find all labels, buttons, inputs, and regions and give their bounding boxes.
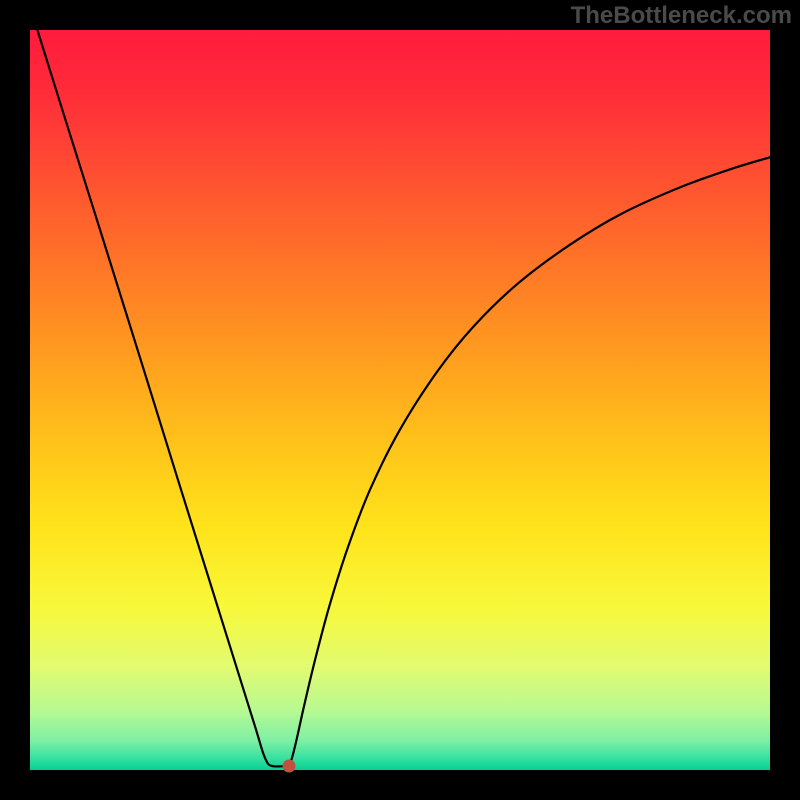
watermark-text: TheBottleneck.com: [571, 2, 792, 30]
chart-container: TheBottleneck.com: [0, 0, 800, 800]
plot-area: [30, 30, 770, 770]
optimum-marker: [283, 760, 296, 773]
